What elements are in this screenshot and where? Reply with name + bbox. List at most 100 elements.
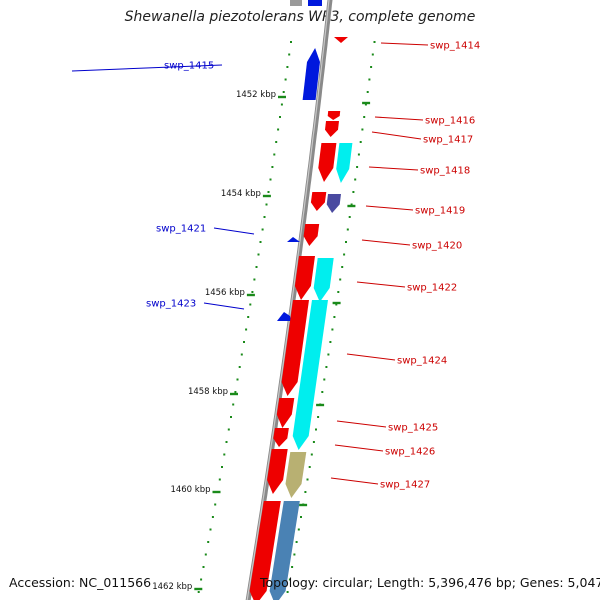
kbp-tick-label: 1462 kbp — [152, 582, 192, 592]
gene-swp-1424-cyan — [292, 300, 328, 450]
scale-tick-minor-right — [371, 53, 374, 56]
scale-tick-minor — [259, 241, 262, 243]
gene-swp-1418 — [318, 143, 337, 182]
gene-swp-1419-navy — [326, 194, 341, 213]
scale-tick-minor — [236, 378, 239, 381]
scale-tick-minor — [209, 528, 212, 531]
gene-label: swp_1414 — [430, 41, 480, 52]
scale-tick-minor — [221, 466, 223, 468]
scale-tick-minor — [230, 416, 232, 418]
leader-line — [371, 131, 422, 140]
scale-tick-minor — [284, 78, 287, 81]
scale-tick-minor — [255, 266, 258, 268]
leader-line — [365, 205, 414, 211]
scale-tick-minor — [207, 541, 210, 543]
scale-tick-minor-right — [312, 441, 315, 443]
gene-swp-1415 — [302, 48, 320, 100]
scale-tick-major-right — [316, 403, 325, 407]
gene-label: swp_1420 — [412, 241, 462, 252]
gene-label: swp_1418 — [420, 166, 470, 177]
scale-tick-minor-right — [348, 216, 351, 218]
scale-tick-minor-right — [370, 66, 373, 68]
gene-swp-1419 — [310, 192, 327, 211]
scale-tick-minor-right — [288, 578, 291, 581]
leader-line — [203, 302, 245, 310]
scale-tick-major-right — [362, 101, 371, 105]
gene-label: swp_1427 — [380, 480, 430, 491]
scale-tick-minor-right — [364, 103, 367, 106]
gene-label: swp_1415 — [164, 61, 214, 72]
scale-tick-minor-right — [363, 116, 366, 118]
leader-line — [213, 227, 255, 235]
scale-tick-minor — [290, 41, 292, 43]
scale-tick-minor — [223, 453, 226, 456]
leader-line — [346, 353, 396, 361]
scale-tick-minor-right — [368, 78, 371, 81]
scale-tick-major — [278, 95, 286, 99]
scale-tick-minor-right — [300, 516, 302, 518]
leader-line — [356, 281, 406, 288]
kbp-tick-label: 1456 kbp — [205, 288, 245, 298]
scale-tick-minor — [277, 128, 280, 131]
gene-swp-1420 — [303, 224, 320, 246]
scale-tick-minor — [280, 103, 283, 106]
scale-tick-minor-right — [306, 478, 309, 481]
scale-tick-minor-right — [323, 378, 326, 381]
gene-swp-1422-cyan — [313, 258, 334, 302]
genome-backbone-highlight — [246, 0, 330, 600]
gene-label: swp_1426 — [385, 447, 435, 458]
scale-tick-major — [194, 587, 203, 591]
gene-label: swp_1424 — [397, 356, 447, 367]
scale-tick-major-right — [347, 204, 356, 208]
gene-swp-1424 — [281, 300, 309, 396]
scale-tick-minor — [249, 303, 252, 306]
scale-tick-minor-right — [297, 528, 300, 531]
scale-tick-minor-right — [327, 353, 330, 356]
gene-swp-1423 — [277, 312, 291, 321]
scale-tick-minor-right — [337, 291, 340, 293]
kbp-tick-label: 1452 kbp — [236, 90, 276, 100]
scale-tick-major — [212, 490, 221, 494]
gene-fragment-top-grey — [290, 0, 302, 6]
scale-tick-minor-right — [359, 141, 362, 143]
scale-tick-major-right — [299, 503, 308, 507]
scale-tick-minor — [251, 291, 254, 293]
kbp-tick-label: 1460 kbp — [170, 485, 210, 495]
topology-text: Topology: circular; Length: 5,396,476 bp… — [260, 575, 600, 590]
gene-swp-1414 — [334, 37, 348, 43]
gene-label: swp_1421 — [156, 224, 206, 235]
scale-tick-minor — [267, 191, 270, 193]
leader-line — [334, 444, 384, 452]
scale-tick-minor-right — [317, 416, 320, 418]
scale-tick-minor — [204, 553, 207, 556]
gene-swp-1418-cyan — [336, 143, 353, 183]
scale-tick-minor — [247, 316, 250, 318]
scale-tick-minor-right — [339, 278, 342, 281]
gene-label: swp_1419 — [415, 206, 465, 217]
scale-tick-minor-right — [325, 366, 328, 368]
scale-tick-minor — [275, 141, 278, 143]
scale-tick-minor — [240, 353, 243, 356]
leader-line — [330, 477, 379, 485]
gene-label: swp_1422 — [407, 283, 457, 294]
leader-line — [368, 166, 419, 171]
gene-fragment-top-blue — [308, 0, 322, 6]
scale-tick-minor-right — [366, 91, 369, 93]
scale-tick-minor-right — [352, 191, 355, 193]
scale-tick-minor — [200, 578, 203, 581]
scale-tick-minor — [243, 341, 245, 343]
gene-swp-1426 — [273, 428, 289, 447]
scale-tick-minor-right — [343, 253, 346, 256]
scale-tick-minor — [238, 366, 241, 368]
scale-tick-minor-right — [295, 541, 298, 543]
gene-label: swp_1416 — [425, 116, 475, 127]
scale-tick-minor — [225, 441, 228, 443]
accession-text: Accession: NC_011566 — [9, 575, 152, 590]
scale-tick-minor — [265, 203, 268, 206]
gene-swp-1422 — [294, 256, 315, 300]
scale-tick-minor-right — [293, 553, 296, 556]
gene-swp-1425 — [276, 398, 295, 428]
scale-tick-minor — [232, 403, 235, 406]
leader-line — [361, 239, 411, 246]
scale-tick-minor-right — [346, 228, 349, 231]
